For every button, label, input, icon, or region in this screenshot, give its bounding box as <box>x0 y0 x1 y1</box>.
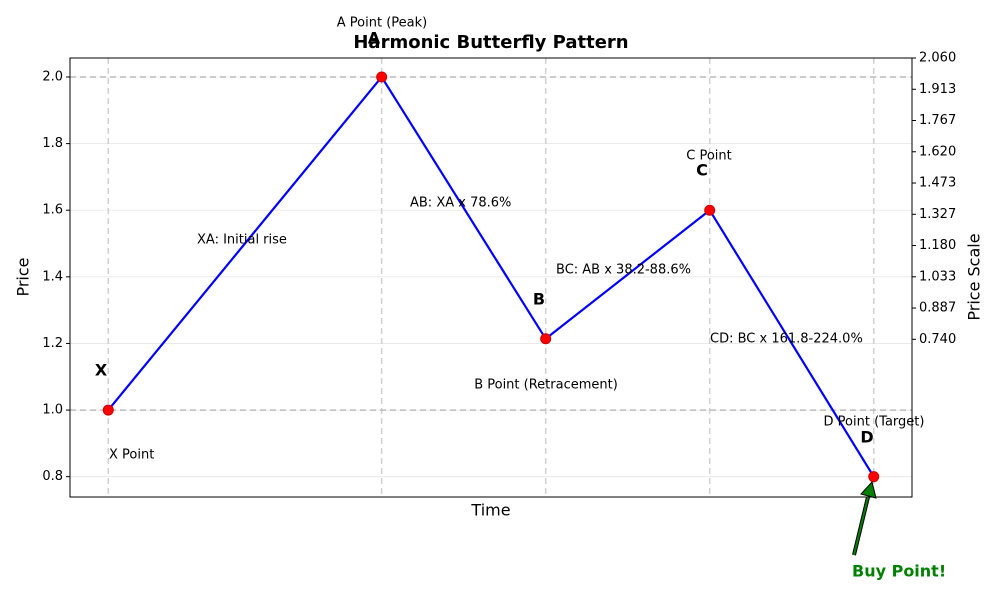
y2-tick-label: 0.740 <box>919 332 956 347</box>
y2-tick-label: 1.033 <box>919 269 956 284</box>
y2-tick-label: 1.767 <box>919 113 956 128</box>
buy-arrow-head <box>860 480 877 499</box>
buy-arrow-shaft-fill <box>853 496 869 556</box>
leg-note: CD: BC x 161.8-224.0% <box>710 332 863 347</box>
y-tick-label: 0.8 <box>42 469 63 484</box>
y2-tick-label: 1.180 <box>919 238 956 253</box>
y2-tick-label: 1.620 <box>919 144 956 159</box>
point-marker <box>540 333 552 345</box>
y-tick-label: 2.0 <box>42 69 63 84</box>
point-note: C Point <box>686 149 732 164</box>
y2-axis-label: Price Scale <box>965 233 984 320</box>
point-note: A Point (Peak) <box>337 16 427 31</box>
point-note: X Point <box>109 448 154 463</box>
point-marker <box>376 71 388 83</box>
y2-tick-label: 1.327 <box>919 207 956 222</box>
y2-tick-label: 2.060 <box>919 51 956 66</box>
y2-tick-label: 1.473 <box>919 176 956 191</box>
chart-title: Harmonic Butterfly Pattern <box>353 32 628 53</box>
leg-note: XA: Initial rise <box>197 233 287 248</box>
leg-note: AB: XA x 78.6% <box>410 196 511 211</box>
point-letter: X <box>95 361 108 380</box>
point-note: D Point (Target) <box>824 415 925 430</box>
y-tick-label: 1.0 <box>42 403 63 418</box>
point-marker <box>704 204 716 216</box>
point-letter: D <box>860 428 873 447</box>
point-marker <box>868 471 880 483</box>
buy-annotation: Buy Point! <box>852 562 946 581</box>
y2-tick-label: 1.913 <box>919 82 956 97</box>
point-letter: C <box>696 161 708 180</box>
y-tick-label: 1.6 <box>42 203 63 218</box>
point-letter: A <box>368 29 381 48</box>
y-tick-label: 1.4 <box>42 269 63 284</box>
point-marker <box>102 404 114 416</box>
x-axis-label: Time <box>470 501 510 520</box>
y-tick-label: 1.2 <box>42 336 63 351</box>
point-letter: B <box>533 290 545 309</box>
plot-frame <box>69 57 913 498</box>
y-tick-label: 1.8 <box>42 136 63 151</box>
leg-note: BC: AB x 38.2-88.6% <box>556 263 691 278</box>
y-axis-label: Price <box>14 257 33 296</box>
point-note: B Point (Retracement) <box>474 378 618 393</box>
y2-tick-label: 0.887 <box>919 301 956 316</box>
